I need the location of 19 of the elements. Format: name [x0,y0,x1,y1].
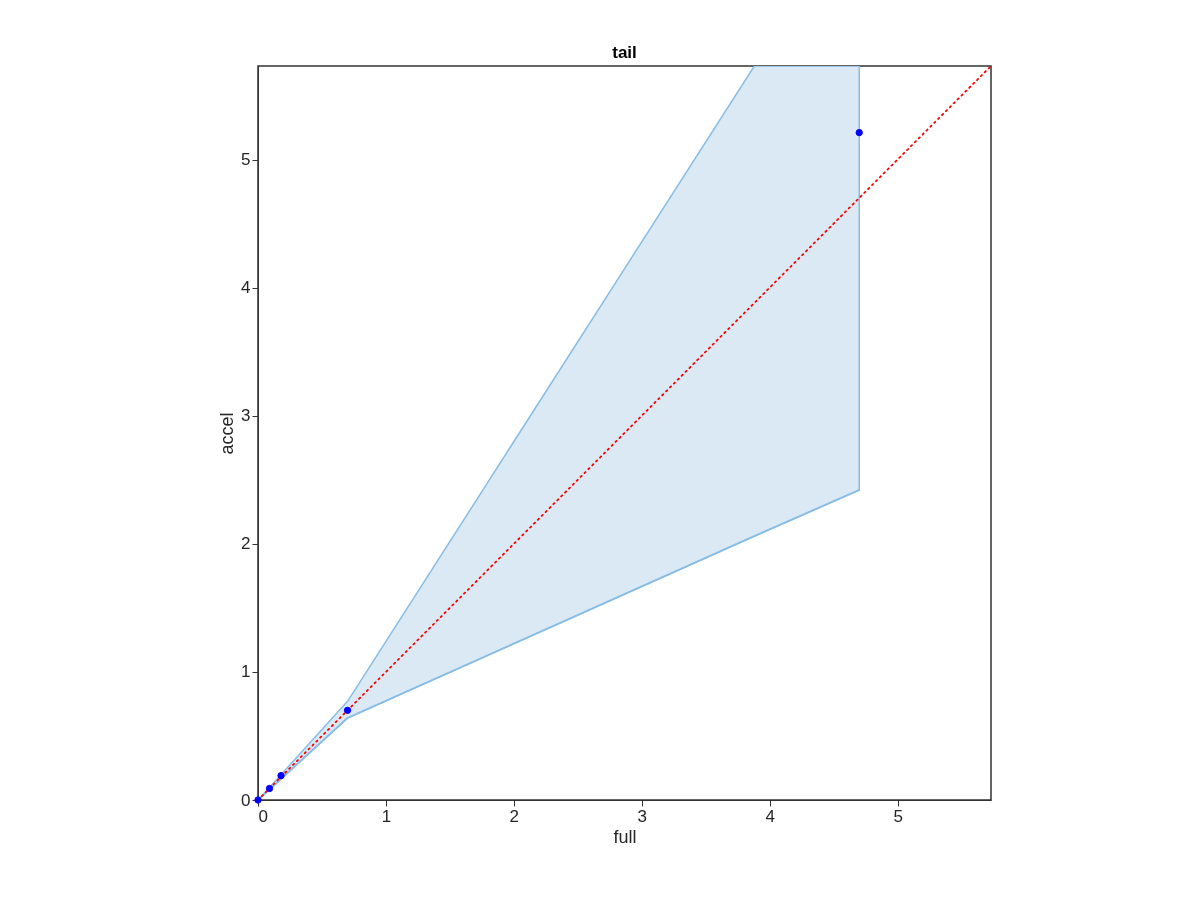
point [343,706,352,714]
point [265,784,274,793]
y-tick-label: 5 [241,150,251,170]
y-tick-label: 0 [241,790,251,810]
y-axis-title: accel [217,412,238,455]
x-tick-label: 5 [893,806,903,826]
y-tick-label: 1 [241,662,251,682]
y-tick-label: 2 [241,534,251,554]
x-tick-label: 4 [765,806,775,826]
point [277,772,285,780]
point [855,128,863,137]
x-tick-label: 1 [381,806,392,826]
chart-title: tail [612,43,637,62]
x-tick-label: 3 [637,806,647,826]
x-axis-title: full [613,826,637,847]
y-tick-label: 4 [241,278,251,298]
x-tick-label: 2 [509,806,520,826]
x-tick-label: 0 [258,806,268,826]
y-tick-label: 3 [241,406,251,426]
